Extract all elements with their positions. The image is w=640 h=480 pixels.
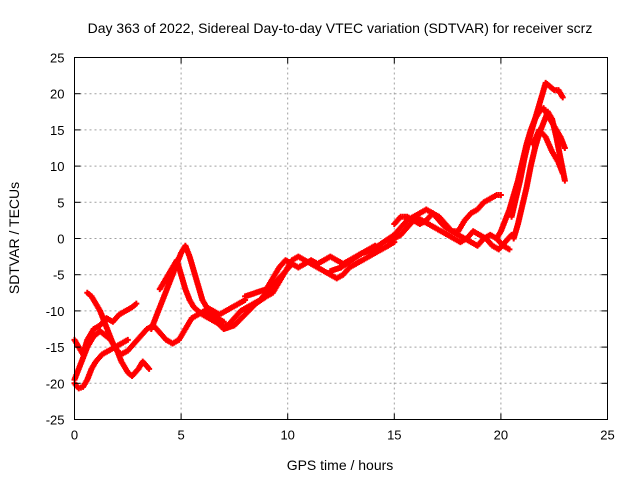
x-tick-label: 5 bbox=[177, 428, 184, 443]
y-tick-label: 15 bbox=[50, 123, 64, 138]
data-point bbox=[559, 94, 566, 101]
y-tick-label: 10 bbox=[50, 159, 64, 174]
series-track-1 bbox=[71, 328, 153, 383]
y-tick-label: -20 bbox=[46, 376, 65, 391]
series-track-15 bbox=[529, 126, 566, 177]
series-track-11 bbox=[412, 213, 515, 253]
data-point bbox=[561, 145, 568, 151]
data-point bbox=[559, 170, 566, 177]
y-axis-label: SDTVAR / TECUs bbox=[6, 182, 22, 294]
data-point bbox=[146, 365, 153, 372]
series-track-8 bbox=[242, 217, 417, 300]
x-axis-label: GPS time / hours bbox=[287, 457, 394, 473]
x-tick-label: 20 bbox=[494, 428, 508, 443]
grid-lines bbox=[74, 57, 608, 420]
data-point bbox=[561, 177, 568, 184]
x-tick-label: 15 bbox=[387, 428, 401, 443]
series-track-7 bbox=[210, 239, 398, 332]
data-points bbox=[71, 79, 568, 392]
y-tick-label: 5 bbox=[57, 195, 64, 210]
series-track-2 bbox=[71, 300, 140, 358]
chart-title: Day 363 of 2022, Sidereal Day-to-day VTE… bbox=[88, 20, 593, 36]
y-tick-label: 0 bbox=[57, 232, 64, 247]
series-track-13 bbox=[508, 79, 566, 220]
data-point bbox=[497, 192, 504, 199]
y-tick-label: -5 bbox=[53, 268, 65, 283]
data-point bbox=[133, 300, 140, 307]
tick-labels: 0 5 10 15 20 25 -25 -20 -15 -10 -5 0 5 10 15 20 25 bbox=[46, 51, 615, 443]
data-point bbox=[506, 246, 513, 253]
y-tick-label: 25 bbox=[50, 51, 64, 66]
axis-ticks bbox=[74, 57, 608, 420]
x-tick-label: 0 bbox=[71, 428, 78, 443]
y-tick-label: -25 bbox=[46, 413, 65, 428]
y-tick-label: 20 bbox=[50, 87, 64, 102]
x-tick-label: 25 bbox=[600, 428, 614, 443]
data-point bbox=[124, 336, 131, 343]
y-tick-label: -15 bbox=[46, 340, 65, 355]
x-tick-label: 10 bbox=[280, 428, 294, 443]
y-tick-label: -10 bbox=[46, 304, 65, 319]
